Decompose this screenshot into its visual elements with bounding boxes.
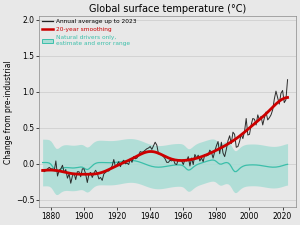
Legend: Annual average up to 2023, 20-year smoothing, Natural drivers only,
estimate and: Annual average up to 2023, 20-year smoot… bbox=[41, 18, 137, 47]
Y-axis label: Change from pre-industrial: Change from pre-industrial bbox=[4, 60, 13, 164]
Title: Global surface temperature (°C): Global surface temperature (°C) bbox=[89, 4, 246, 14]
